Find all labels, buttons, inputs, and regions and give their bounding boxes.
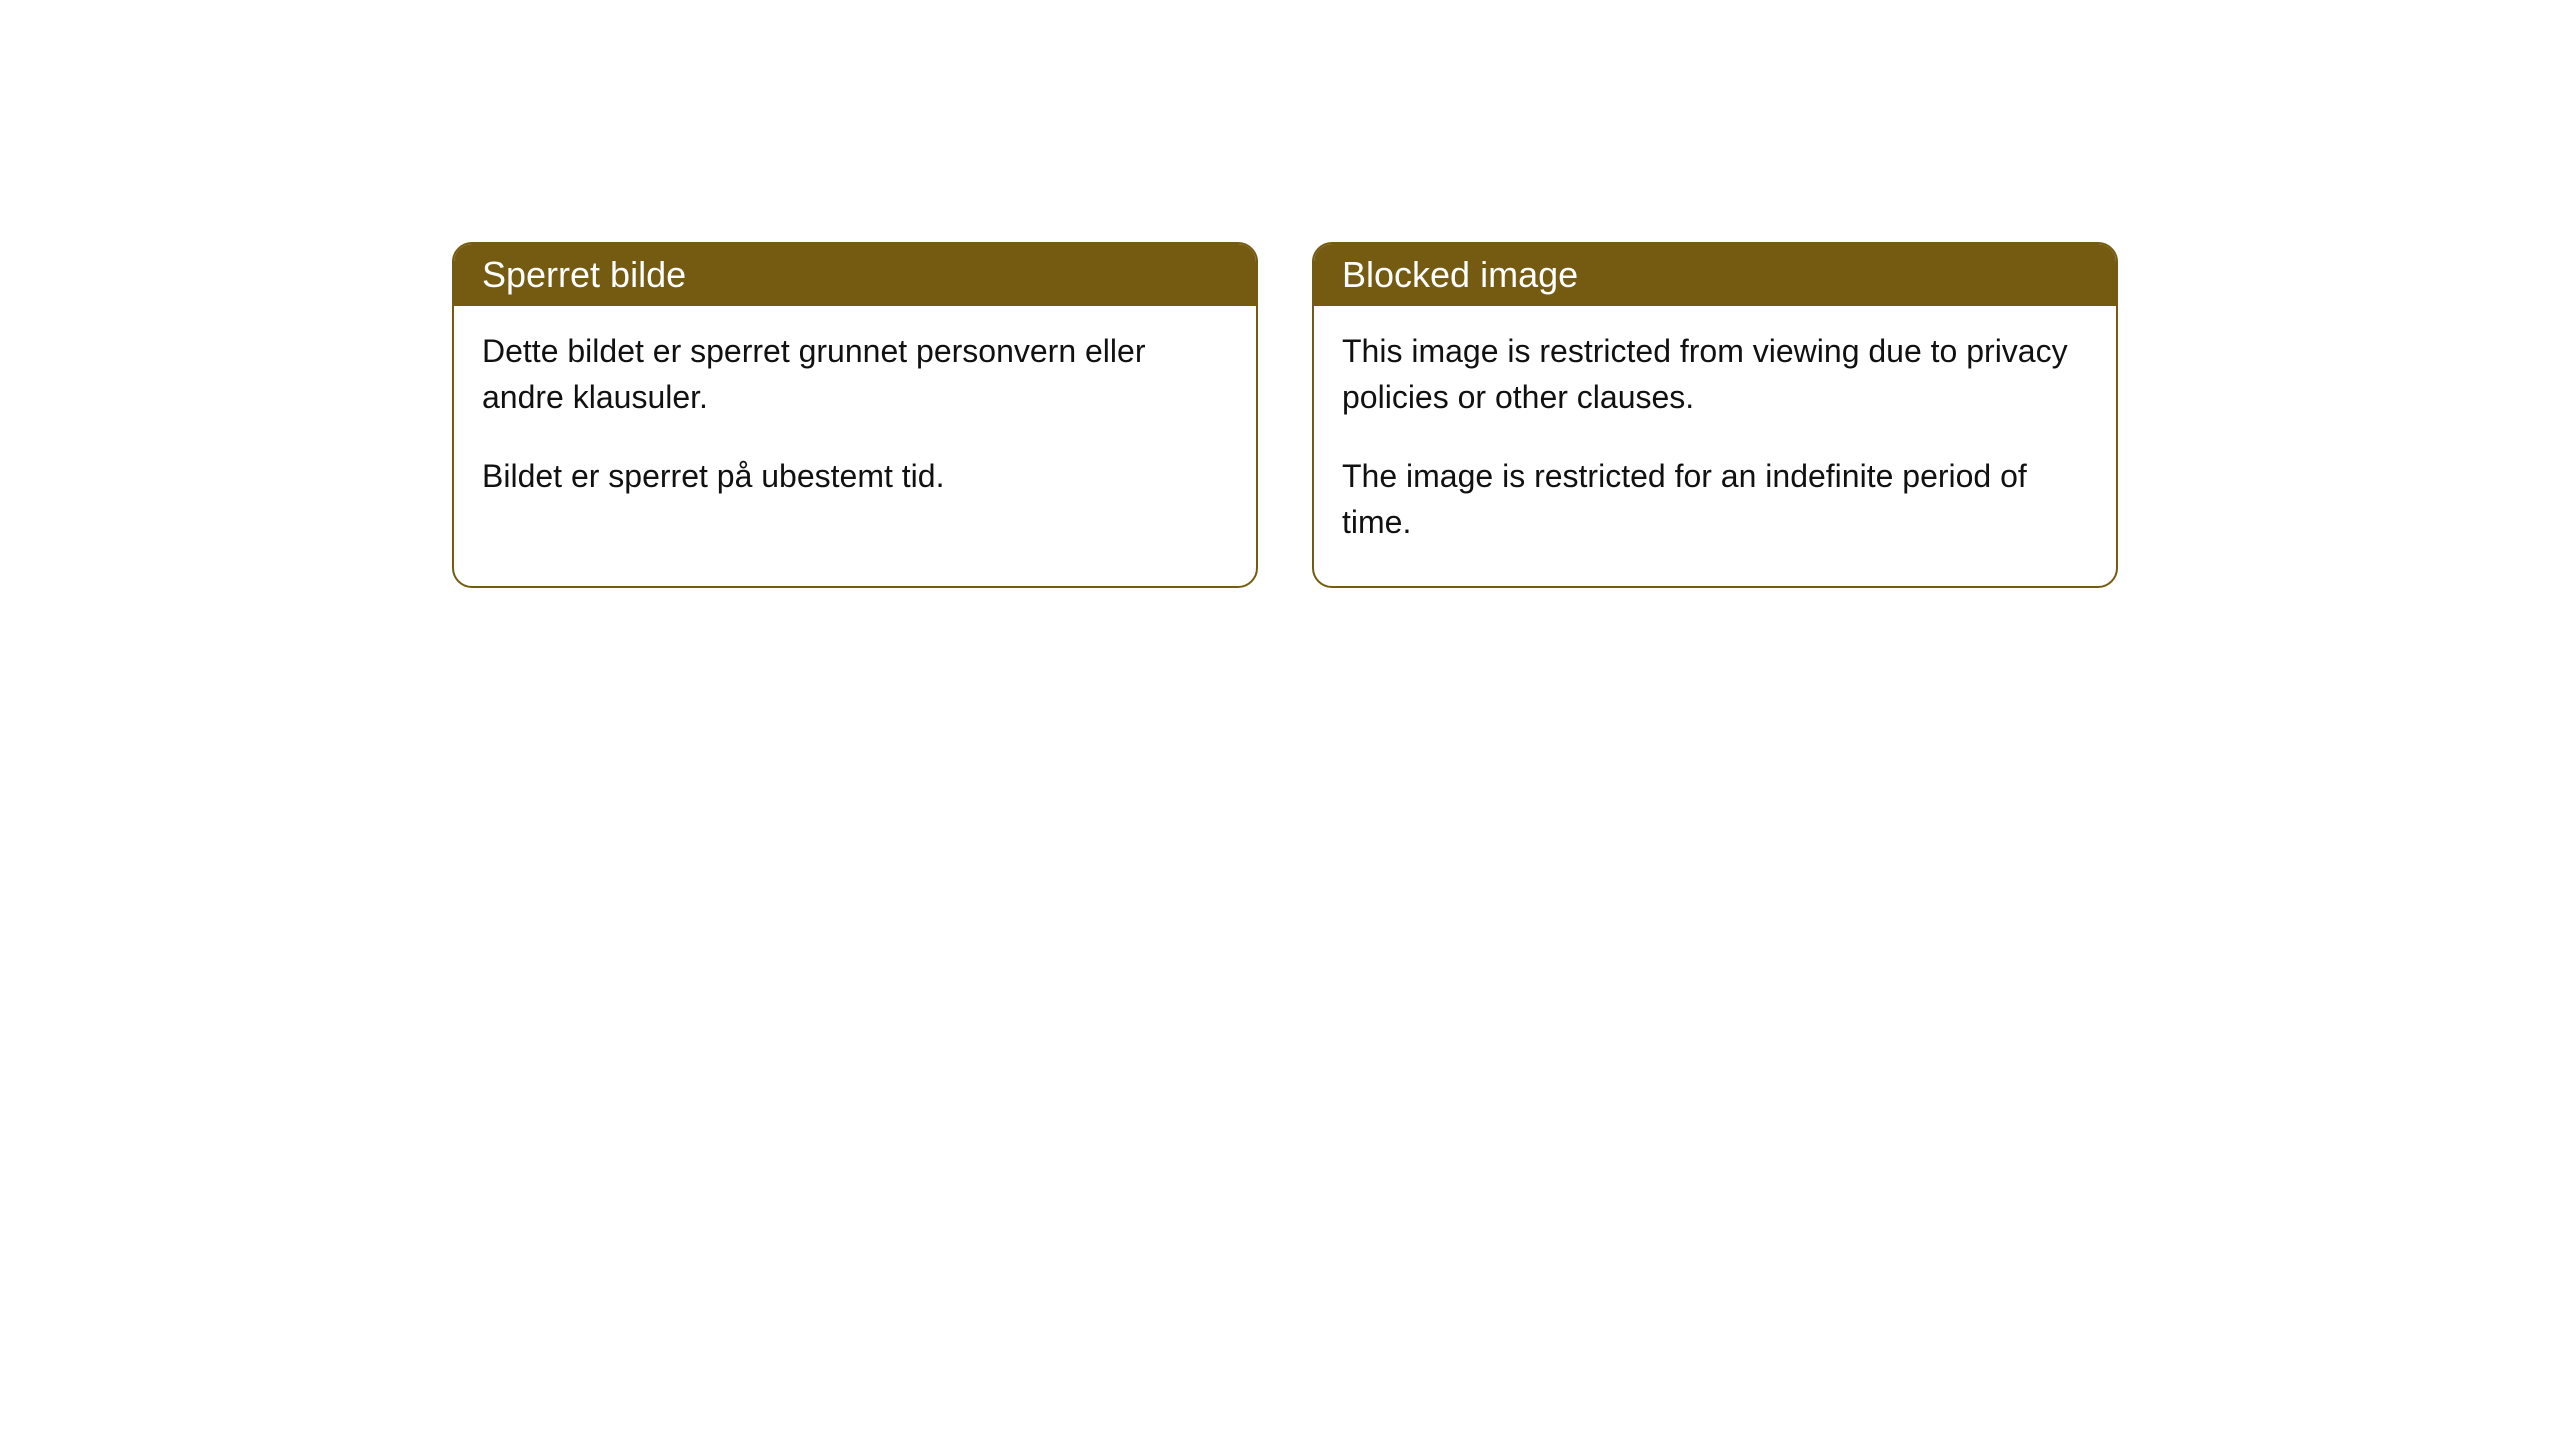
card-paragraph: Dette bildet er sperret grunnet personve… (482, 328, 1228, 421)
blocked-image-card-english: Blocked image This image is restricted f… (1312, 242, 2118, 588)
card-body: This image is restricted from viewing du… (1314, 306, 2116, 586)
notice-cards-container: Sperret bilde Dette bildet er sperret gr… (452, 242, 2118, 588)
card-body: Dette bildet er sperret grunnet personve… (454, 306, 1256, 539)
blocked-image-card-norwegian: Sperret bilde Dette bildet er sperret gr… (452, 242, 1258, 588)
card-paragraph: Bildet er sperret på ubestemt tid. (482, 453, 1228, 499)
card-header: Sperret bilde (454, 244, 1256, 306)
card-header: Blocked image (1314, 244, 2116, 306)
card-title: Blocked image (1342, 254, 1578, 295)
card-title: Sperret bilde (482, 254, 686, 295)
card-paragraph: This image is restricted from viewing du… (1342, 328, 2088, 421)
card-paragraph: The image is restricted for an indefinit… (1342, 453, 2088, 546)
